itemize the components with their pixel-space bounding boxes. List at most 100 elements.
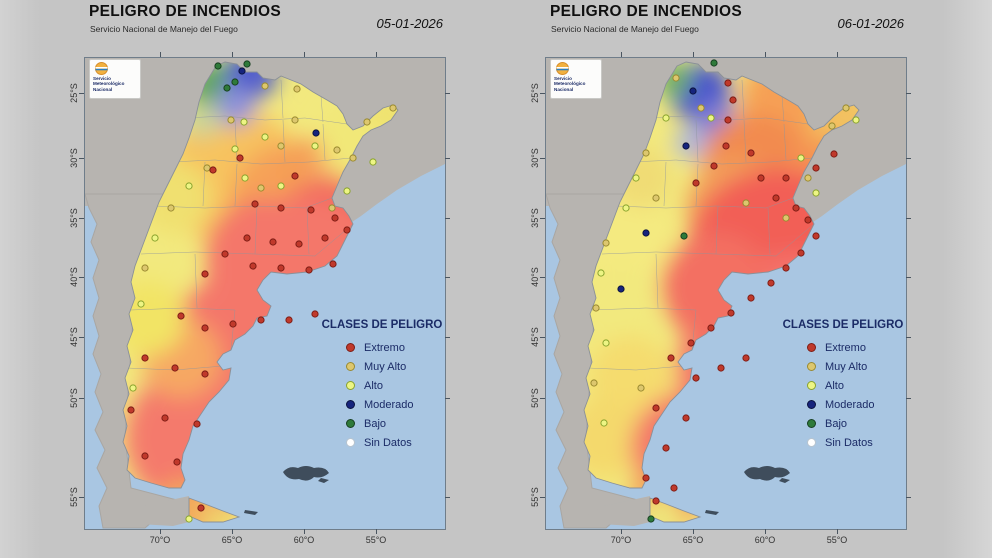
station-dot-alto <box>151 234 159 242</box>
lon-tick <box>160 529 161 534</box>
station-dot-extremo <box>687 339 695 347</box>
lon-tick <box>837 529 838 534</box>
station-dot-extremo <box>171 364 179 372</box>
station-dot-muy_alto <box>590 379 598 387</box>
station-dot-extremo <box>757 174 765 182</box>
map-date: 05-01-2026 <box>376 16 444 31</box>
station-dot-extremo <box>141 452 149 460</box>
lat-label: 25°S <box>69 83 79 103</box>
lat-tick <box>540 337 545 338</box>
legend-dot-sin_datos <box>346 438 355 447</box>
legend-title: CLASES DE PELIGRO <box>782 319 904 331</box>
station-dot-moderado <box>238 67 246 75</box>
station-dot-extremo <box>724 79 732 87</box>
page-title: PELIGRO DE INCENDIOS <box>89 3 282 20</box>
station-dot-alto <box>600 419 608 427</box>
map-date: 06-01-2026 <box>837 16 905 31</box>
station-dot-muy_alto <box>602 239 610 247</box>
lat-label: 55°S <box>69 487 79 507</box>
agency-subtitle: Servicio Nacional de Manejo del Fuego <box>90 24 238 34</box>
lat-tick <box>79 158 84 159</box>
station-dot-extremo <box>343 226 351 234</box>
station-dot-extremo <box>277 204 285 212</box>
legend-dot-extremo <box>807 343 816 352</box>
station-dot-bajo <box>710 59 718 67</box>
station-dot-muy_alto <box>642 149 650 157</box>
weather-service-logo: Servicio Meteorológico Nacional <box>550 59 602 99</box>
station-dot-bajo <box>214 62 222 70</box>
legend-item-alto: Alto <box>781 376 905 395</box>
lon-tick <box>376 529 377 534</box>
station-dot-extremo <box>236 154 244 162</box>
station-dot-muy_alto <box>333 146 341 154</box>
legend-item-extremo: Extremo <box>781 338 905 357</box>
legend-item-bajo: Bajo <box>320 414 444 433</box>
station-dot-alto <box>369 158 377 166</box>
lat-label: 50°S <box>530 388 540 408</box>
station-dot-extremo <box>652 497 660 505</box>
lat-tick <box>540 93 545 94</box>
legend-item-extremo: Extremo <box>320 338 444 357</box>
lon-tick <box>693 52 694 57</box>
legend-label: Extremo <box>364 341 405 354</box>
station-dot-extremo <box>201 370 209 378</box>
station-dot-extremo <box>291 172 299 180</box>
agency-subtitle: Servicio Nacional de Manejo del Fuego <box>551 24 699 34</box>
station-dot-alto <box>812 189 820 197</box>
lat-tick <box>445 277 450 278</box>
station-dot-muy_alto <box>363 118 371 126</box>
station-dot-muy_alto <box>592 304 600 312</box>
legend-item-muy_alto: Muy Alto <box>781 357 905 376</box>
lon-tick <box>693 529 694 534</box>
lat-label: 50°S <box>69 388 79 408</box>
lat-label: 25°S <box>530 83 540 103</box>
station-dot-alto <box>622 204 630 212</box>
legend-item-sin_datos: Sin Datos <box>320 433 444 452</box>
lat-label: 45°S <box>69 327 79 347</box>
station-dot-extremo <box>243 234 251 242</box>
station-dot-extremo <box>201 270 209 278</box>
legend-item-bajo: Bajo <box>781 414 905 433</box>
station-dot-extremo <box>722 142 730 150</box>
lat-tick <box>906 398 911 399</box>
smn-sun-icon <box>95 62 108 75</box>
logo-text: Servicio Meteorológico Nacional <box>554 76 586 92</box>
weather-service-logo: Servicio Meteorológico Nacional <box>89 59 141 99</box>
legend-dot-sin_datos <box>807 438 816 447</box>
page-title: PELIGRO DE INCENDIOS <box>550 3 743 20</box>
map-block-day1: PELIGRO DE INCENDIOS Servicio Nacional d… <box>69 3 450 545</box>
legend-label: Alto <box>364 379 383 392</box>
staten-island <box>705 510 719 515</box>
station-dot-extremo <box>717 364 725 372</box>
station-dot-alto <box>185 182 193 190</box>
legend-label: Muy Alto <box>364 360 407 373</box>
argentina-border <box>122 61 399 489</box>
lon-label: 70°O <box>149 535 171 545</box>
smn-sun-icon <box>556 62 569 75</box>
station-dot-extremo <box>662 444 670 452</box>
tierra-del-fuego-chile <box>586 496 650 526</box>
lat-tick <box>540 158 545 159</box>
station-dot-alto <box>185 515 193 523</box>
station-dot-alto <box>707 114 715 122</box>
station-dot-alto <box>137 300 145 308</box>
station-dot-muy_alto <box>782 214 790 222</box>
lon-tick <box>160 52 161 57</box>
station-dot-extremo <box>747 149 755 157</box>
station-dot-extremo <box>277 264 285 272</box>
station-dot-muy_alto <box>389 104 397 112</box>
province-borders <box>587 79 815 371</box>
lat-tick <box>906 218 911 219</box>
lon-tick <box>837 52 838 57</box>
lon-label: 55°O <box>826 535 848 545</box>
legend-items: Extremo Muy Alto Alto Moderado Bajo Sin Datos <box>781 338 905 452</box>
lat-tick <box>906 93 911 94</box>
legend-dot-extremo <box>346 343 355 352</box>
lat-tick <box>79 277 84 278</box>
station-dot-extremo <box>804 216 812 224</box>
station-dot-bajo <box>243 60 251 68</box>
station-dot-extremo <box>727 309 735 317</box>
station-dot-extremo <box>305 266 313 274</box>
legend-dot-bajo <box>807 419 816 428</box>
station-dot-muy_alto <box>293 85 301 93</box>
